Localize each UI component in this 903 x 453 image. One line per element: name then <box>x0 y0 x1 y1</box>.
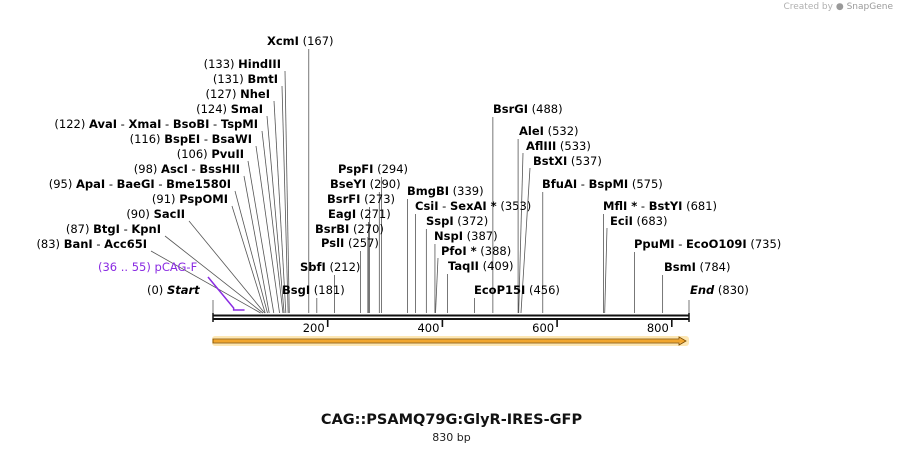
sequence-map: (83) BanI - Acc65I(87) BtgI - KpnI(90) S… <box>36 34 781 346</box>
site-connectors <box>150 49 690 314</box>
tick-label-600: 600 <box>532 321 554 335</box>
gfp-feature-arrow[interactable] <box>212 336 689 346</box>
site-label-nspi[interactable]: NspI (387) <box>434 229 498 243</box>
ruler-ticks: 200 400 600 800 <box>303 319 673 335</box>
site-connector-bstxi <box>520 167 531 314</box>
site-connector-bani <box>150 250 261 314</box>
site-connector-sacii <box>188 220 265 314</box>
site-label-sacii[interactable]: (90) SacII <box>126 207 185 221</box>
site-label-avai[interactable]: (122) AvaI - XmaI - BsoBI - TspMI <box>54 117 258 131</box>
primer-marker-pcag-f <box>207 276 245 311</box>
site-label-bspei[interactable]: (116) BspEI - BsaWI <box>130 132 252 146</box>
snapgene-credit: Created by ● SnapGene <box>783 2 893 12</box>
site-connector-avai <box>261 130 284 314</box>
site-connector-bspei <box>255 145 280 314</box>
site-connector-afliii <box>518 152 524 314</box>
primer-label-pcag-f[interactable]: (36 .. 55) pCAG-F <box>98 260 197 274</box>
site-label-bsrgi[interactable]: BsrGI (488) <box>493 102 563 116</box>
sequence-title: CAG::PSAMQ79G:GlyR-IRES-GFP <box>320 412 583 428</box>
site-connector-pspomi <box>231 205 266 314</box>
site-connector-nhei <box>273 100 287 314</box>
site-label-bstxi[interactable]: BstXI (537) <box>533 154 602 168</box>
site-label-mfli[interactable]: MflI * - BstYI (681) <box>603 199 717 213</box>
site-label-pfoi[interactable]: PfoI * (388) <box>441 244 511 258</box>
site-label-btgi[interactable]: (87) BtgI - KpnI <box>66 222 161 236</box>
site-connector-bmti <box>281 85 289 314</box>
site-connector-pfoi <box>435 257 439 314</box>
site-connector-apai <box>234 190 268 314</box>
site-label-pspfi[interactable]: PspFI (294) <box>338 162 408 176</box>
site-label-bsrfi[interactable]: BsrFI (273) <box>327 192 395 206</box>
site-label-psli[interactable]: PslI (257) <box>321 236 379 250</box>
site-connector-pvuii <box>247 160 275 314</box>
site-label-bsgi[interactable]: BsgI (181) <box>282 283 345 297</box>
credit-prefix: Created by <box>783 2 833 12</box>
site-label-csii[interactable]: CsiI - SexAI * (353) <box>415 199 531 213</box>
site-label-bmgbi[interactable]: BmgBI (339) <box>407 184 484 198</box>
site-label-bfuai[interactable]: BfuAI - BspMI (575) <box>542 177 663 191</box>
site-label-sbfi[interactable]: SbfI (212) <box>300 260 360 274</box>
site-label-hindiii[interactable]: (133) HindIII <box>204 57 281 71</box>
map-start-label: (0) Start <box>147 283 200 297</box>
tick-label-800: 800 <box>647 321 669 335</box>
site-label-nhei[interactable]: (127) NheI <box>206 87 270 101</box>
site-label-bsmi[interactable]: BsmI (784) <box>664 260 730 274</box>
site-label-sspi[interactable]: SspI (372) <box>426 214 488 228</box>
map-end-label: End (830) <box>690 283 749 297</box>
feature-arrow-body[interactable] <box>212 336 687 346</box>
dna-backbone <box>212 313 690 322</box>
site-label-bmti[interactable]: (131) BmtI <box>213 72 278 86</box>
site-label-pspomi[interactable]: (91) PspOMI <box>152 192 228 206</box>
site-label-bani[interactable]: (83) BanI - Acc65I <box>36 237 147 251</box>
site-label-apai[interactable]: (95) ApaI - BaeGI - Bme1580I <box>49 177 231 191</box>
site-label-pvuii[interactable]: (106) PvuII <box>177 147 244 161</box>
site-label-taqii[interactable]: TaqII (409) <box>448 259 514 273</box>
site-connector-hindiii <box>284 70 290 314</box>
tick-label-400: 400 <box>417 321 439 335</box>
sequence-length: 830 bp <box>432 431 471 444</box>
site-connector-btgi <box>164 235 264 314</box>
tick-label-200: 200 <box>303 321 325 335</box>
site-label-eagi[interactable]: EagI (271) <box>328 207 391 221</box>
snapgene-logo-icon: ● <box>835 2 844 12</box>
site-label-xcmi[interactable]: XcmI (167) <box>267 34 334 48</box>
site-label-ecii[interactable]: EciI (683) <box>610 214 668 228</box>
site-label-ppumi[interactable]: PpuMI - EcoO109I (735) <box>634 237 781 251</box>
site-connector-ecii <box>604 227 608 314</box>
site-label-ecop15i[interactable]: EcoP15I (456) <box>474 283 560 297</box>
site-connector-asci <box>243 175 270 314</box>
site-label-bseyi[interactable]: BseYI (290) <box>330 177 401 191</box>
site-label-bsrbi[interactable]: BsrBI (270) <box>315 222 384 236</box>
site-label-smai[interactable]: (124) SmaI <box>196 102 263 116</box>
credit-brand: SnapGene <box>846 2 893 12</box>
site-label-asci[interactable]: (98) AscI - BssHII <box>134 162 240 176</box>
site-label-alei[interactable]: AleI (532) <box>519 124 579 138</box>
site-labels: (83) BanI - Acc65I(87) BtgI - KpnI(90) S… <box>36 34 781 297</box>
site-connector-smai <box>266 115 285 314</box>
site-label-afliii[interactable]: AflIII (533) <box>526 139 591 153</box>
